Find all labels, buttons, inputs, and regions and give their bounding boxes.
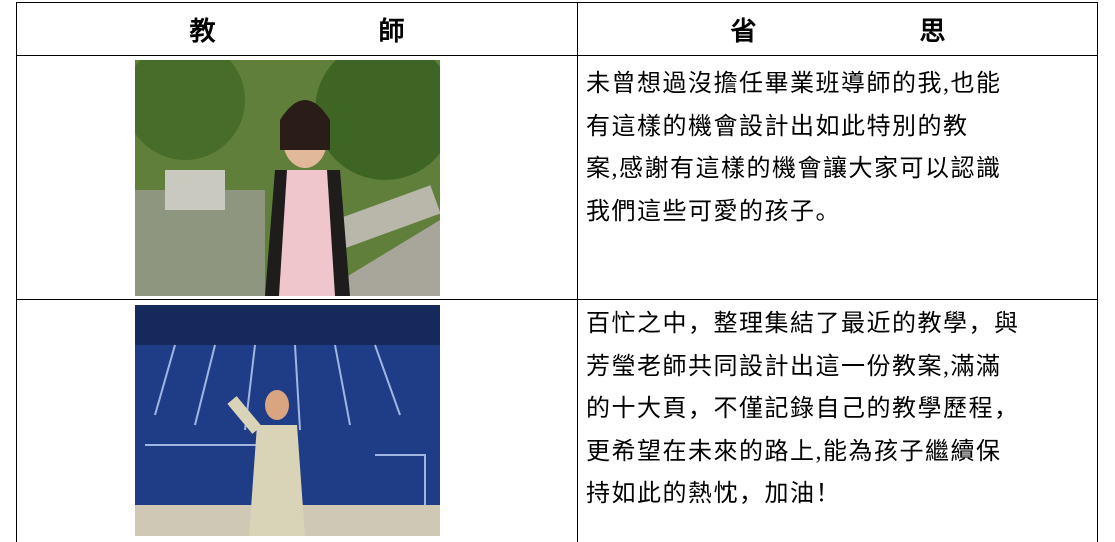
reflection-line: 案,感謝有這樣的機會讓大家可以認識 — [586, 156, 1002, 182]
header-cell: 省 思 — [577, 3, 1099, 55]
header-text: 省 思 — [730, 16, 946, 46]
reflection-line: 有這樣的機會設計出如此特別的教 — [586, 113, 969, 140]
teacher-photo — [135, 60, 440, 296]
column-border — [577, 3, 578, 542]
reflection-line: 更希望在未來的路上,能為孩子繼續保 — [586, 438, 1002, 465]
reflection-line: 我們這些可愛的孩子。 — [586, 198, 841, 225]
reflection-table: 教 師 省 思 — [16, 2, 1098, 542]
header-cell: 教 師 — [17, 3, 577, 55]
reflection-line: 持如此的熱忱，加油！ — [586, 481, 841, 507]
row-border — [17, 55, 1097, 56]
header-text: 教 師 — [189, 16, 405, 46]
teacher-photo — [135, 305, 440, 536]
reflection-line: 百忙之中，整理集結了最近的教學，與 — [586, 311, 1020, 337]
reflection-line: 未曾想過沒擔任畢業班導師的我,也能 — [586, 71, 1002, 97]
row-border — [17, 299, 1097, 300]
reflection-line: 的十大頁，不僅記錄自己的教學歷程， — [586, 396, 1020, 422]
reflection-line: 芳瑩老師共同設計出這一份教案,滿滿 — [586, 353, 1002, 380]
